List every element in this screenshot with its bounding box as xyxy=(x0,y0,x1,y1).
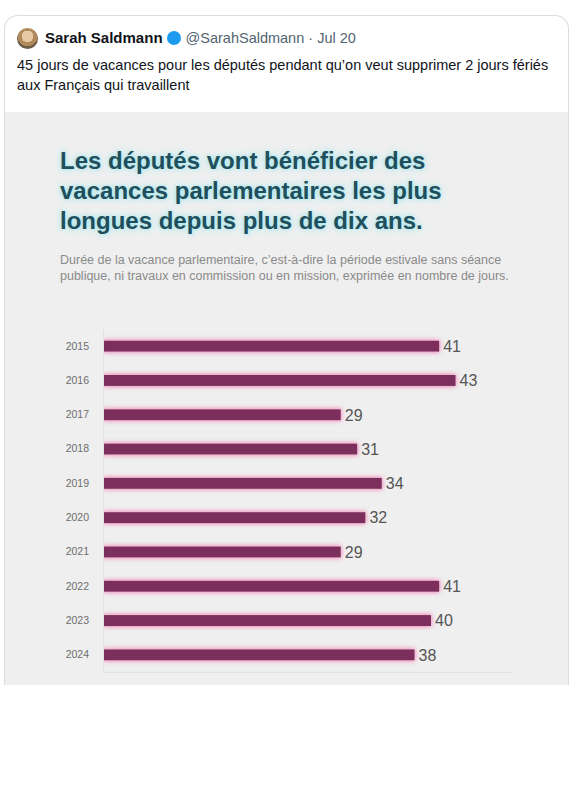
data-label: 34 xyxy=(386,475,404,492)
y-tick-label: 2017 xyxy=(66,408,90,420)
y-tick-label: 2023 xyxy=(66,614,90,626)
y-tick: 2016 xyxy=(66,374,103,386)
y-tick: 2019 xyxy=(66,477,103,489)
bar xyxy=(103,478,382,489)
y-tick: 2022 xyxy=(66,580,103,592)
y-tick-label: 2019 xyxy=(66,477,90,489)
data-label: 43 xyxy=(460,372,478,389)
bar xyxy=(103,615,431,626)
author-name: Sarah Saldmann xyxy=(45,29,163,46)
bar xyxy=(103,444,357,455)
y-tick-label: 2024 xyxy=(66,648,90,660)
handle-date: @SarahSaldmann · Jul 20 xyxy=(186,30,356,46)
chart-title: Les députés vont bénéficier des vacances… xyxy=(60,146,510,236)
y-tick: 2018 xyxy=(66,442,103,454)
x-axis xyxy=(104,672,514,673)
data-label: 41 xyxy=(443,338,461,355)
y-tick-label: 2021 xyxy=(66,545,90,557)
y-tick-label: 2020 xyxy=(66,511,90,523)
y-axis-line xyxy=(103,330,104,673)
data-label: 40 xyxy=(435,612,453,629)
y-tick: 2017 xyxy=(66,408,103,420)
tweet-header: Sarah Saldmann @SarahSaldmann · Jul 20 xyxy=(45,29,356,46)
y-tick: 2015 xyxy=(66,340,103,352)
avatar xyxy=(17,28,38,49)
bar xyxy=(103,512,365,523)
y-tick: 2024 xyxy=(66,648,103,660)
y-tick: 2020 xyxy=(66,511,103,523)
data-label: 31 xyxy=(361,441,379,458)
bar xyxy=(103,649,415,660)
y-tick-label: 2015 xyxy=(66,340,90,352)
y-axis: 2015 2016 2017 2018 2019 2020 2021 2022 2023 2024 xyxy=(66,330,104,673)
bar xyxy=(103,546,341,557)
verified-badge xyxy=(167,31,181,45)
bar xyxy=(103,409,341,420)
data-label: 32 xyxy=(369,509,387,526)
chart-subtitle: Durée de la vacance parlementaire, c’est… xyxy=(60,252,540,284)
y-tick-label: 2016 xyxy=(66,374,90,386)
data-label: 29 xyxy=(345,407,363,424)
x-axis-line xyxy=(104,672,514,673)
y-tick: 2021 xyxy=(66,545,103,557)
data-label: 41 xyxy=(443,578,461,595)
bars xyxy=(103,341,456,661)
tweet-text: 45 jours de vacances pour les députés pe… xyxy=(17,55,552,95)
y-tick-label: 2018 xyxy=(66,442,90,454)
bar xyxy=(103,341,439,352)
bar xyxy=(103,375,456,386)
data-label: 38 xyxy=(419,647,437,664)
y-tick: 2023 xyxy=(66,614,103,626)
chart-svg: 2015 2016 2017 2018 2019 2020 2021 2022 2023 2024… xyxy=(0,0,574,805)
y-tick-label: 2022 xyxy=(66,580,90,592)
data-label: 29 xyxy=(345,544,363,561)
bar xyxy=(103,581,439,592)
data-labels: 41 43 29 31 34 32 29 41 40 38 xyxy=(345,338,478,664)
